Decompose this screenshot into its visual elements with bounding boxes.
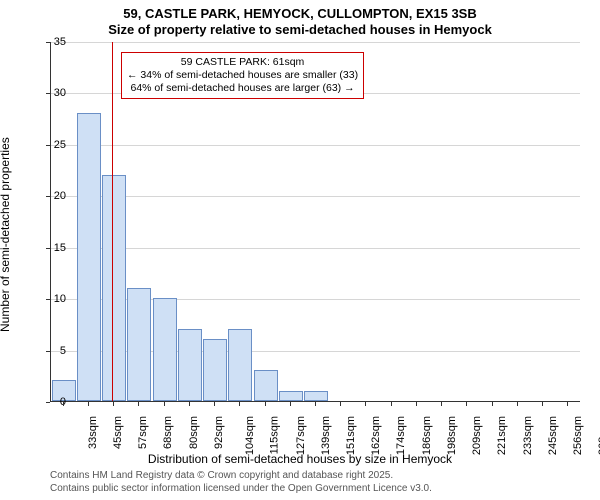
x-tick-mark (365, 402, 366, 406)
x-tick-label: 245sqm (547, 416, 559, 455)
x-tick-label: 186sqm (421, 416, 433, 455)
x-tick-mark (340, 402, 341, 406)
x-tick-label: 198sqm (446, 416, 458, 455)
histogram-bar (102, 175, 126, 401)
plot-area: 59 CASTLE PARK: 61sqm← 34% of semi-detac… (50, 42, 580, 402)
x-tick-mark (164, 402, 165, 406)
y-tick-mark (46, 248, 50, 249)
x-tick-mark (492, 402, 493, 406)
histogram-bar (178, 329, 202, 401)
x-tick-mark (189, 402, 190, 406)
x-axis-label: Distribution of semi-detached houses by … (0, 452, 600, 466)
histogram-bar (254, 370, 278, 401)
x-tick-mark (265, 402, 266, 406)
gridline (51, 196, 580, 197)
histogram-bar (153, 298, 177, 401)
y-tick-mark (46, 196, 50, 197)
x-tick-mark (63, 402, 64, 406)
x-tick-mark (517, 402, 518, 406)
x-tick-mark (391, 402, 392, 406)
x-tick-label: 209sqm (471, 416, 483, 455)
x-tick-mark (214, 402, 215, 406)
x-tick-mark (290, 402, 291, 406)
gridline (51, 42, 580, 43)
x-tick-label: 115sqm (269, 416, 281, 454)
histogram-bar (203, 339, 227, 401)
x-tick-label: 33sqm (87, 416, 99, 449)
x-tick-label: 92sqm (213, 416, 225, 449)
x-tick-label: 68sqm (162, 416, 174, 449)
chart-container: 59, CASTLE PARK, HEMYOCK, CULLOMPTON, EX… (0, 0, 600, 500)
x-tick-mark (542, 402, 543, 406)
x-tick-mark (416, 402, 417, 406)
x-tick-label: 233sqm (522, 416, 534, 455)
x-tick-label: 104sqm (244, 416, 256, 455)
y-tick-mark (46, 299, 50, 300)
x-tick-mark (138, 402, 139, 406)
x-tick-label: 80sqm (188, 416, 200, 449)
footer-line-2: Contains public sector information licen… (50, 483, 432, 494)
x-tick-label: 57sqm (137, 416, 149, 449)
y-tick-mark (46, 42, 50, 43)
x-tick-label: 174sqm (396, 416, 408, 455)
y-tick-mark (46, 145, 50, 146)
x-tick-mark (567, 402, 568, 406)
x-tick-label: 162sqm (370, 416, 382, 455)
x-tick-mark (113, 402, 114, 406)
x-tick-label: 221sqm (497, 416, 509, 455)
x-tick-mark (466, 402, 467, 406)
annotation-line: 59 CASTLE PARK: 61sqm (127, 56, 358, 69)
y-tick-mark (46, 351, 50, 352)
gridline (51, 248, 580, 249)
x-tick-mark (239, 402, 240, 406)
annotation-line: 64% of semi-detached houses are larger (… (127, 82, 358, 95)
x-tick-label: 45sqm (112, 416, 124, 449)
x-tick-label: 256sqm (572, 416, 584, 455)
chart-title-main: 59, CASTLE PARK, HEMYOCK, CULLOMPTON, EX… (0, 6, 600, 21)
y-axis-label: Number of semi-detached properties (0, 137, 12, 332)
y-tick-mark (46, 93, 50, 94)
footer-line-1: Contains HM Land Registry data © Crown c… (50, 470, 393, 481)
x-tick-mark (441, 402, 442, 406)
annotation-box: 59 CASTLE PARK: 61sqm← 34% of semi-detac… (121, 52, 364, 99)
x-tick-mark (88, 402, 89, 406)
histogram-bar (228, 329, 252, 401)
histogram-bar (279, 391, 303, 401)
y-tick-mark (46, 402, 50, 403)
histogram-bar (77, 113, 101, 401)
property-marker-line (112, 42, 113, 401)
x-tick-label: 127sqm (295, 416, 307, 455)
annotation-line: ← 34% of semi-detached houses are smalle… (127, 69, 358, 82)
x-tick-label: 151sqm (345, 416, 357, 455)
gridline (51, 145, 580, 146)
histogram-bar (304, 391, 328, 401)
x-tick-mark (315, 402, 316, 406)
histogram-bar (127, 288, 151, 401)
x-tick-label: 139sqm (320, 416, 332, 455)
chart-title-sub: Size of property relative to semi-detach… (0, 22, 600, 37)
